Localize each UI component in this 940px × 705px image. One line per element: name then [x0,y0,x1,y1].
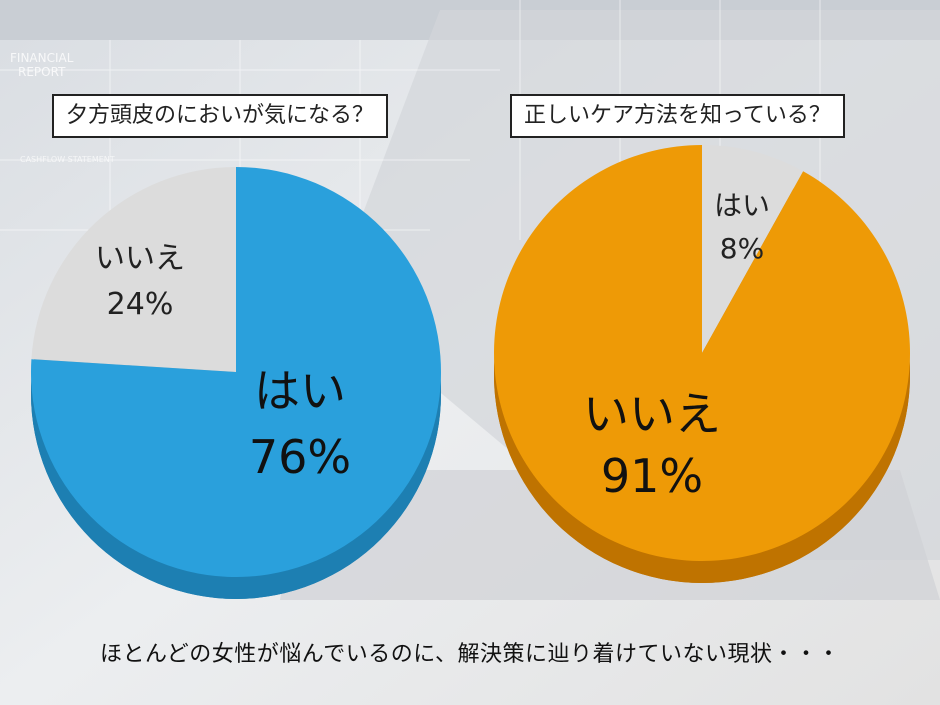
pie-1-value-yes: 76% [249,430,351,484]
background-financial-text: FINANCIAL [10,51,74,65]
pie1-slices-slice-1 [31,167,237,372]
pie-1-value-no: 24% [107,287,174,322]
pie1-slices-slice-0 [30,167,441,577]
pie-1-slices [30,167,441,599]
background-report-text: REPORT [18,65,66,79]
bottom-caption: ほとんどの女性が悩んでいるのに、解決策に辿り着けていない現状・・・ [99,642,841,667]
pie-1-label-yes: はい [254,364,346,418]
pie2-slices-slice-0 [702,145,804,353]
pie-2-value-yes: 8% [720,232,764,265]
question-1-title: 夕方頭皮のにおいが気になる？ [52,94,389,138]
background-cashflow-text: CASHFLOW STATEMENT [20,155,115,164]
pie-2-label-yes: はい [714,189,770,222]
pie-1-label-no: いいえ [95,241,185,276]
pie-2-slices [493,145,910,583]
pie2-slices-slice-1 [493,145,910,561]
pie-2-value-no: 91% [601,449,703,503]
question-2-title: 正しいケア方法を知っている？ [510,94,845,138]
pie-2-label-no: いいえ [583,387,721,441]
